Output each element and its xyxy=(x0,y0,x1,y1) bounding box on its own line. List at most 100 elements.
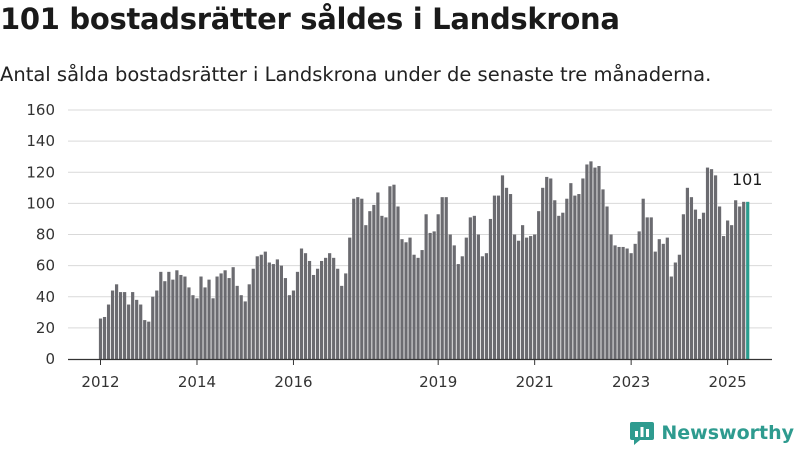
bar xyxy=(561,212,565,359)
bar xyxy=(139,304,143,359)
bar xyxy=(529,236,533,359)
bar xyxy=(287,295,292,359)
bar xyxy=(408,237,412,359)
bar xyxy=(235,285,239,359)
bar xyxy=(311,274,316,359)
bar xyxy=(500,175,505,359)
bar xyxy=(187,287,191,359)
x-tick-label: 2021 xyxy=(516,373,554,391)
bar xyxy=(119,292,123,359)
bar xyxy=(171,279,175,359)
bar xyxy=(372,204,376,359)
bar xyxy=(496,195,501,359)
bar xyxy=(183,276,187,359)
bar xyxy=(545,176,549,359)
bar xyxy=(432,231,436,359)
bar xyxy=(344,273,348,359)
bar xyxy=(726,220,730,359)
chart-subtitle: Antal sålda bostadsrätter i Landskrona u… xyxy=(0,63,712,86)
bar xyxy=(697,218,702,359)
bar xyxy=(673,262,677,359)
bar xyxy=(553,200,557,359)
bar xyxy=(127,304,131,359)
bar xyxy=(617,246,621,359)
bar xyxy=(573,195,577,359)
bar xyxy=(175,270,179,359)
bar xyxy=(368,211,372,359)
y-tick-label: 100 xyxy=(26,194,55,212)
bar xyxy=(734,200,738,359)
bar xyxy=(685,187,690,359)
bar xyxy=(508,194,513,359)
bar xyxy=(392,184,396,359)
bar xyxy=(521,225,525,359)
bar xyxy=(412,254,416,359)
bar xyxy=(163,281,167,359)
bar xyxy=(713,175,718,359)
chart-title: 101 bostadsrätter såldes i Landskrona xyxy=(0,2,620,36)
bar xyxy=(516,240,521,359)
bar xyxy=(738,206,742,359)
y-tick-label: 40 xyxy=(36,288,55,306)
y-tick-label: 120 xyxy=(26,163,55,181)
bar xyxy=(569,183,573,359)
bar xyxy=(291,290,296,359)
bar xyxy=(340,285,344,359)
bar xyxy=(271,264,275,359)
bar xyxy=(557,215,561,359)
y-tick-label: 140 xyxy=(26,132,55,150)
bar xyxy=(436,214,440,359)
bar xyxy=(512,234,517,359)
bar xyxy=(299,248,304,359)
bar xyxy=(593,167,597,359)
bar xyxy=(742,201,746,359)
bar xyxy=(251,268,255,359)
bar xyxy=(452,245,456,359)
bar xyxy=(597,166,601,359)
bar xyxy=(420,250,424,359)
x-tick-label: 2019 xyxy=(419,373,457,391)
bar xyxy=(255,256,259,359)
bar xyxy=(669,276,673,359)
bar xyxy=(665,237,669,359)
bar xyxy=(577,194,581,359)
bar xyxy=(247,284,251,359)
bar xyxy=(705,167,710,359)
x-tick-label: 2023 xyxy=(612,373,650,391)
bar xyxy=(609,234,613,359)
bar xyxy=(231,267,235,359)
bar xyxy=(717,206,722,359)
bar xyxy=(303,253,308,359)
bar xyxy=(440,197,444,359)
bar xyxy=(227,278,231,359)
bar xyxy=(203,287,207,359)
bar xyxy=(689,197,694,359)
bar xyxy=(199,276,203,359)
bar xyxy=(645,217,649,359)
bar xyxy=(143,320,147,359)
bar xyxy=(211,298,215,359)
bar xyxy=(541,187,545,359)
newsworthy-logo-icon xyxy=(630,422,655,445)
bar xyxy=(533,234,537,359)
bar xyxy=(484,253,489,359)
bar xyxy=(307,260,312,359)
y-tick-label: 160 xyxy=(26,101,55,119)
bar xyxy=(380,215,384,359)
bar xyxy=(114,284,119,359)
bar xyxy=(585,164,589,359)
bar xyxy=(488,218,493,359)
bar xyxy=(151,296,155,359)
bar xyxy=(283,278,288,359)
bar xyxy=(259,254,263,359)
bar xyxy=(613,245,617,359)
bar xyxy=(239,295,243,359)
bar xyxy=(730,225,734,359)
bar xyxy=(207,279,211,359)
bar xyxy=(336,268,340,359)
bar xyxy=(661,243,665,359)
y-tick-label: 20 xyxy=(36,319,55,337)
bar xyxy=(364,225,368,359)
bar xyxy=(460,256,464,359)
